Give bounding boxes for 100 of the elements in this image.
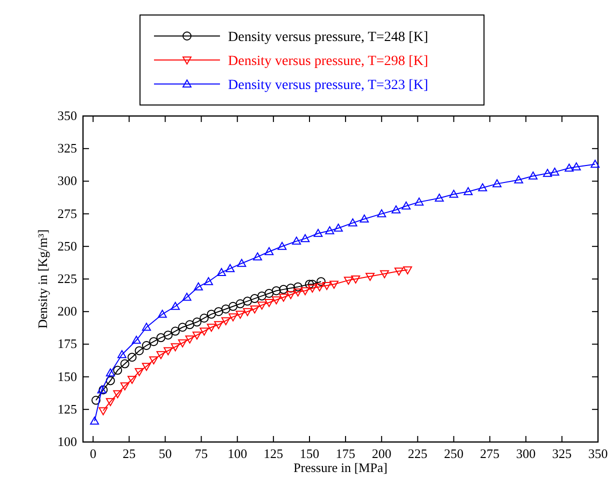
point: [292, 236, 301, 245]
point: [214, 307, 224, 316]
point: [403, 266, 412, 274]
point: [300, 234, 310, 242]
point: [278, 242, 287, 250]
point: [286, 291, 296, 300]
point: [178, 322, 188, 332]
x-tick-label: 0: [90, 446, 96, 461]
point: [236, 299, 245, 308]
y-tick-label: 300: [58, 173, 77, 188]
point: [142, 362, 151, 371]
point: [264, 298, 274, 307]
point: [394, 268, 404, 276]
point: [206, 324, 216, 332]
point: [572, 162, 581, 170]
point: [106, 376, 115, 386]
point: [366, 272, 375, 281]
point: [170, 302, 180, 310]
point: [257, 291, 266, 300]
point: [228, 302, 238, 311]
point: [242, 308, 252, 316]
point: [170, 343, 180, 352]
point: [286, 284, 296, 293]
y-tick-label: 350: [58, 108, 77, 123]
point: [192, 318, 202, 327]
point: [279, 284, 288, 294]
point: [257, 302, 266, 310]
point: [272, 286, 281, 296]
y-tick-label: 125: [58, 401, 77, 416]
point: [464, 187, 473, 196]
point: [434, 194, 444, 202]
point: [236, 310, 245, 319]
point: [206, 310, 216, 319]
point: [449, 190, 458, 198]
point: [348, 218, 358, 226]
point: [528, 171, 538, 180]
legend-label: Density versus pressure, T=323 [K]: [228, 78, 428, 93]
point: [314, 228, 323, 237]
point: [414, 198, 424, 206]
point: [304, 280, 314, 289]
point: [325, 226, 334, 234]
point: [106, 368, 115, 376]
point: [194, 282, 203, 290]
point: [156, 333, 166, 342]
point: [308, 284, 317, 293]
point: [344, 276, 353, 285]
point: [250, 294, 260, 304]
point: [250, 305, 260, 314]
x-tick-label: 50: [158, 446, 172, 461]
point: [221, 304, 230, 314]
point: [142, 322, 151, 331]
legend-label: Density versus pressure, T=298 [K]: [228, 54, 428, 69]
point: [228, 313, 238, 322]
point: [221, 317, 230, 326]
y-tick-label: 250: [58, 238, 77, 254]
point: [117, 350, 126, 358]
point: [204, 277, 214, 286]
point: [402, 201, 411, 210]
point: [156, 351, 166, 360]
y-tick-label: 325: [58, 140, 77, 156]
x-tick-label: 325: [552, 446, 572, 461]
x-tick-label: 175: [336, 446, 356, 461]
point: [98, 407, 108, 416]
y-tick-label: 175: [58, 336, 77, 352]
point: [514, 175, 524, 184]
point: [543, 168, 552, 177]
y-tick-label: 100: [58, 434, 77, 449]
point: [120, 359, 130, 368]
x-tick-label: 100: [228, 446, 248, 461]
point: [564, 164, 574, 172]
point: [132, 336, 141, 344]
point: [380, 270, 389, 278]
x-tick-label: 25: [122, 446, 136, 461]
x-tick-label: 200: [372, 446, 392, 461]
x-tick-label: 150: [300, 446, 320, 461]
point: [134, 368, 144, 376]
point: [334, 224, 343, 232]
x-tick-label: 275: [480, 446, 500, 461]
point: [253, 252, 262, 260]
point: [149, 356, 158, 364]
point: [322, 282, 332, 290]
point: [182, 292, 192, 301]
point: [590, 160, 600, 168]
legend-label: Density versus pressure, T=248 [K]: [228, 30, 428, 45]
x-tick-label: 350: [588, 446, 608, 461]
point: [216, 268, 226, 276]
point: [185, 335, 194, 344]
point: [128, 352, 137, 362]
point: [293, 282, 302, 292]
point: [158, 310, 167, 318]
x-tick-label: 300: [516, 446, 536, 461]
point: [550, 168, 560, 176]
point: [242, 296, 252, 306]
x-tick-label: 125: [264, 446, 284, 461]
x-tick-label: 225: [408, 446, 428, 461]
point: [272, 296, 281, 304]
y-tick-label: 275: [58, 206, 77, 221]
point: [264, 247, 274, 256]
point: [300, 287, 310, 296]
point: [113, 366, 122, 375]
